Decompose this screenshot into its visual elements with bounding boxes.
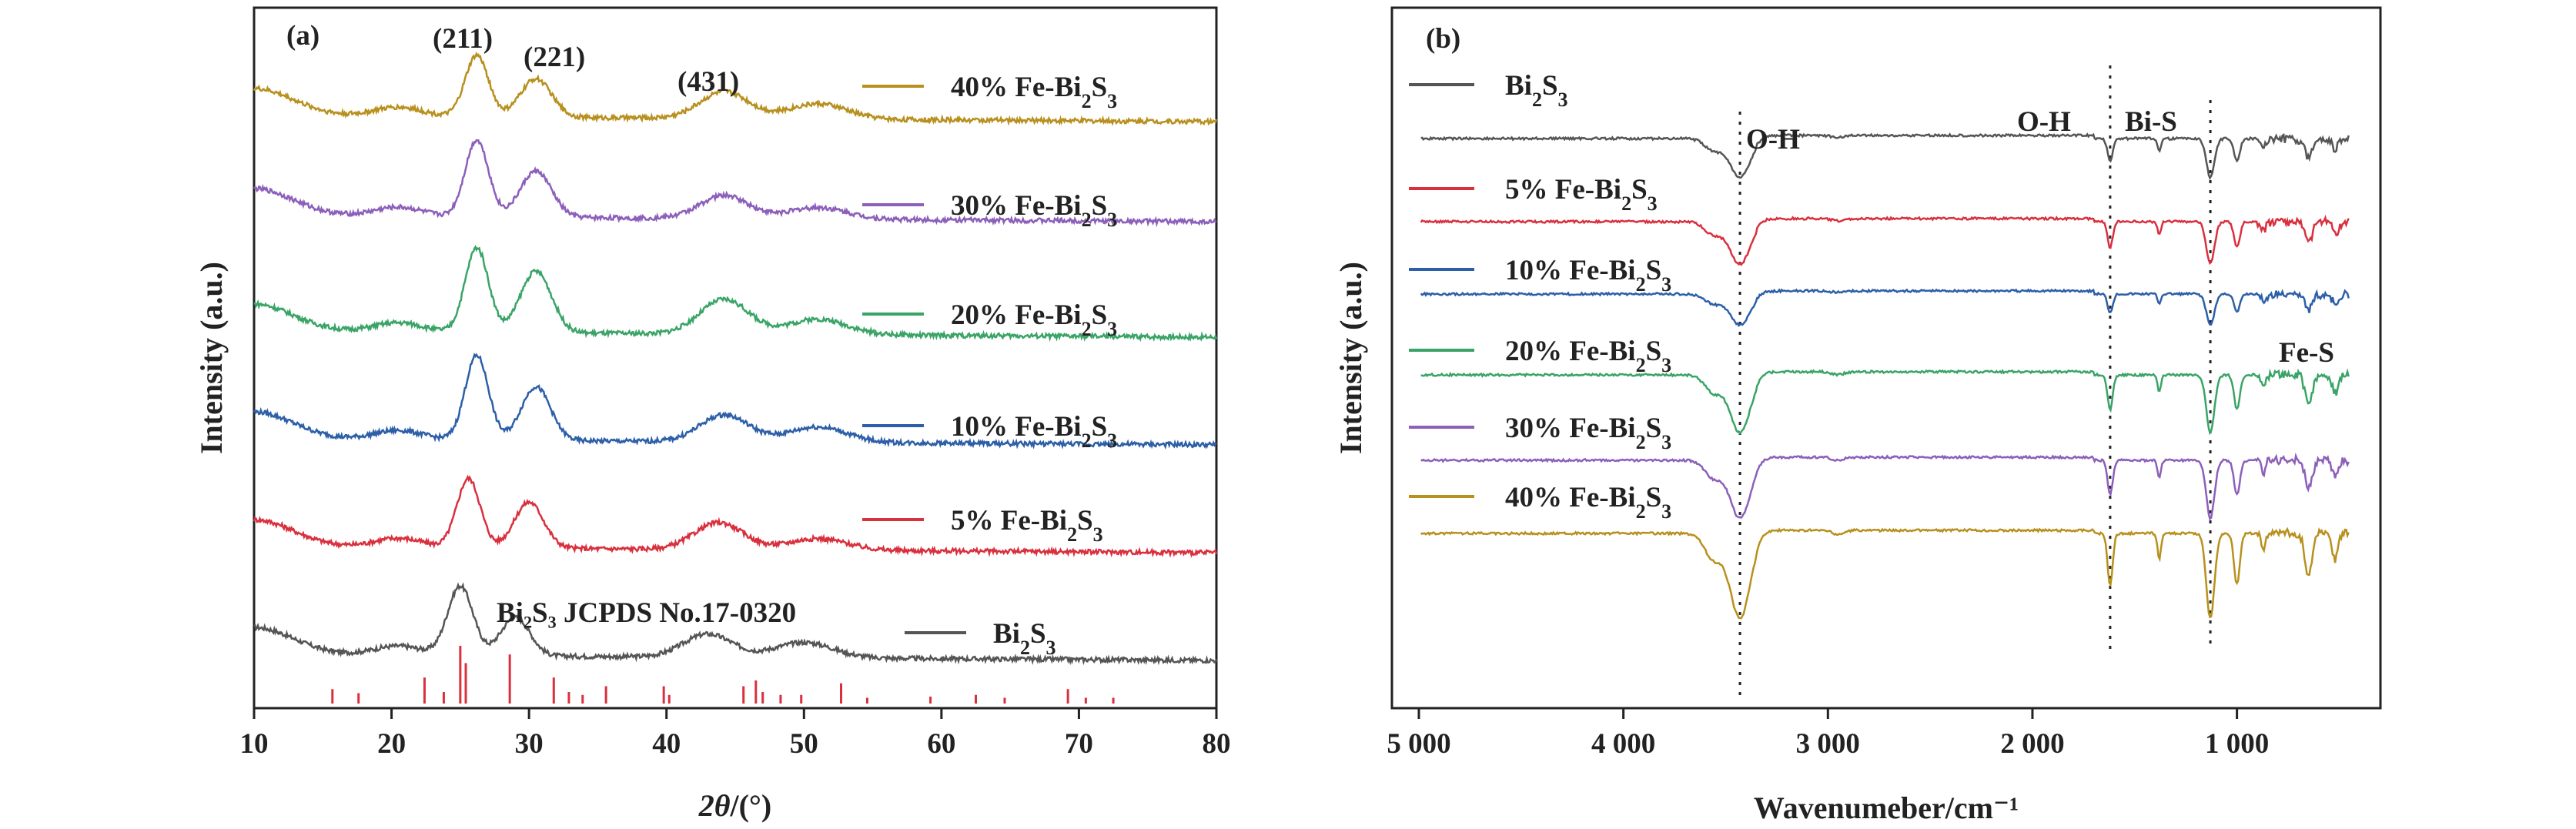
xrd-line-40-fe-bi-s (253, 51, 1218, 126)
panel-a-reference-peaks (331, 646, 1115, 704)
legend-label-20-fe-bi-s: 20% Fe-Bi2S3 (951, 299, 1117, 340)
ftir-line-10-fe-bi-s (1420, 288, 2350, 327)
a-tick-label: 60 (927, 728, 955, 760)
panel-a-traces (253, 51, 1218, 666)
annot-oh-2: O-H (2017, 106, 2071, 138)
b-tick-label: 5 000 (1387, 728, 1450, 760)
annot-221: (221) (524, 42, 585, 73)
legend-label-40-fe-bi-s: 40% Fe-Bi2S3 (951, 72, 1117, 112)
ftir-line-40-fe-bi-s (1420, 526, 2350, 620)
b-tick-label: 3 000 (1796, 728, 1860, 760)
a-tick-label: 10 (240, 728, 269, 760)
panel-b-ftir: (b) 5 000 4 000 3 000 2 000 1 000 Bi2S3 5% Fe… (1333, 6, 2382, 825)
panel-a-xrd: (a) 10 20 30 40 50 60 70 80 Bi2S3 5% Fe-Bi2S3 10%… (194, 6, 1231, 823)
panel-a-ylabel: Intensity (a.u.) (194, 262, 229, 454)
a-tick-label: 50 (790, 728, 818, 760)
xrd-line-30-fe-bi-s (253, 139, 1217, 228)
b-tick-label: 1 000 (2205, 728, 2269, 760)
panel-a-frame (253, 6, 1218, 710)
panel-b-xlabel: Wavenumeber/cm⁻¹ (1754, 791, 2019, 825)
panel-b-label: (b) (1426, 23, 1460, 55)
legend-label-bi-s: Bi2S3 (993, 618, 1056, 659)
panel-a-label: (a) (286, 20, 319, 52)
panel-b-traces (1420, 132, 2350, 620)
panel-b-legend: Bi2S3 5% Fe-Bi2S3 10% Fe-Bi2S3 20% Fe-Bi2S3… (1409, 70, 1671, 523)
legend-label-10-fe-bi-s: 10% Fe-Bi2S3 (951, 411, 1117, 452)
annot-oh-1: O-H (1746, 124, 1800, 155)
b-legend-label-10-fe-bi-s: 10% Fe-Bi2S3 (1505, 255, 1671, 296)
xrd-line-10-fe-bi-s (253, 353, 1217, 450)
panel-b-x-ticks: 5 000 4 000 3 000 2 000 1 000 (1387, 708, 2269, 760)
a-tick-label: 20 (377, 728, 406, 760)
b-legend-label-30-fe-bi-s: 30% Fe-Bi2S3 (1505, 413, 1671, 453)
legend-label-5-fe-bi-s: 5% Fe-Bi2S3 (951, 505, 1103, 546)
ftir-line-30-fe-bi-s (1420, 452, 2350, 521)
annot-431: (431) (677, 66, 739, 98)
ftir-line-20-fe-bi-s (1420, 368, 2350, 436)
annot-211: (211) (433, 23, 493, 55)
b-tick-label: 4 000 (1591, 728, 1655, 760)
reference-label: Bi₂S₃ JCPDS No.17-0320 (497, 597, 796, 629)
b-legend-label-bi-s: Bi2S3 (1505, 70, 1568, 111)
b-legend-label-20-fe-bi-s: 20% Fe-Bi2S3 (1505, 336, 1671, 376)
a-tick-label: 30 (515, 728, 544, 760)
a-tick-label: 70 (1065, 728, 1093, 760)
annot-fe-s: Fe-S (2279, 337, 2334, 369)
b-legend-label-5-fe-bi-s: 5% Fe-Bi2S3 (1505, 174, 1658, 215)
a-tick-label: 80 (1203, 728, 1231, 760)
panel-b-dotted-lines (1738, 65, 2212, 697)
legend-label-30-fe-bi-s: 30% Fe-Bi2S3 (951, 190, 1117, 231)
panel-b-ylabel: Intensity (a.u.) (1333, 262, 1368, 454)
ftir-line-bi-s (1420, 132, 2350, 180)
panel-b-frame (1390, 6, 2382, 710)
xrd-line-5-fe-bi-s (253, 474, 1218, 559)
xrd-line-20-fe-bi-s (253, 245, 1218, 343)
panel-a-x-ticks: 10 20 30 40 50 60 70 80 (240, 708, 1231, 760)
panel-a-legend: Bi2S3 5% Fe-Bi2S3 10% Fe-Bi2S3 20% Fe-Bi2S3… (862, 72, 1117, 659)
b-tick-label: 2 000 (2000, 728, 2064, 760)
b-legend-label-40-fe-bi-s: 40% Fe-Bi2S3 (1505, 482, 1671, 523)
ftir-line-5-fe-bi-s (1420, 214, 2350, 266)
a-tick-label: 40 (652, 728, 681, 760)
annot-bi-s: Bi-S (2125, 106, 2177, 138)
panel-a-xlabel: 2θ/(°) (698, 788, 772, 823)
xrd-line-bi-s (253, 582, 1218, 666)
